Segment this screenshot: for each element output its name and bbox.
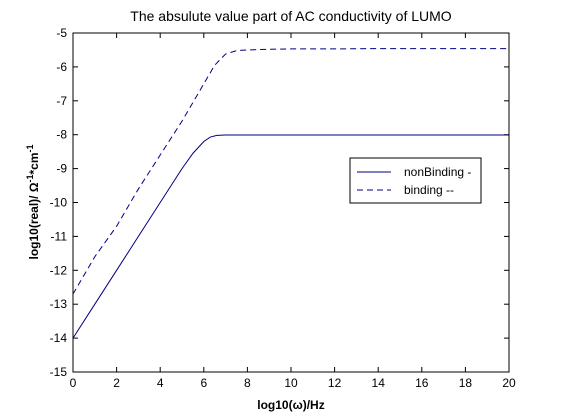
x-tick-label: 10	[284, 376, 298, 390]
x-tick-label: 16	[415, 376, 429, 390]
legend-label-nonbinding: nonBinding -	[404, 165, 471, 179]
x-axis-ticks: 0 2 4 6 8 10 12 14 16 18 20	[70, 33, 516, 390]
x-tick-label: 6	[200, 376, 207, 390]
x-tick-label: 2	[113, 376, 120, 390]
y-tick-label: -11	[51, 229, 68, 243]
x-tick-label: 18	[459, 376, 473, 390]
x-tick-label: 20	[502, 376, 516, 390]
y-tick-label: -14	[50, 331, 68, 345]
y-tick-label: -12	[50, 263, 68, 277]
x-tick-label: 14	[372, 376, 386, 390]
series-line-nonbinding	[72, 134, 509, 339]
y-tick-label: -7	[56, 94, 67, 108]
y-axis-label: log10(real)/ Ω-1*cm-1	[25, 144, 41, 259]
chart-title: The absulute value part of AC conductivi…	[130, 8, 451, 24]
x-tick-label: 12	[328, 376, 342, 390]
legend-label-binding: binding --	[404, 183, 454, 197]
y-tick-label: -8	[56, 128, 67, 142]
legend-box	[349, 157, 482, 204]
series-line-binding	[72, 48, 509, 295]
x-tick-label: 8	[244, 376, 251, 390]
y-tick-label: -9	[56, 162, 67, 176]
series-lines	[72, 48, 509, 339]
y-tick-label: -13	[50, 297, 68, 311]
y-tick-label: -10	[50, 196, 68, 210]
y-tick-label: -15	[50, 365, 68, 379]
x-axis-label: log10(ω)/Hz	[257, 398, 324, 412]
x-tick-label: 4	[157, 376, 164, 390]
y-tick-label: -5	[56, 26, 67, 40]
x-tick-label: 0	[70, 376, 77, 390]
y-axis-ticks: -15 -14 -13 -12 -11 -10 -9 -8 -7 -6 -5	[50, 26, 509, 379]
y-tick-label: -6	[56, 60, 67, 74]
legend: nonBinding - binding --	[349, 157, 482, 204]
